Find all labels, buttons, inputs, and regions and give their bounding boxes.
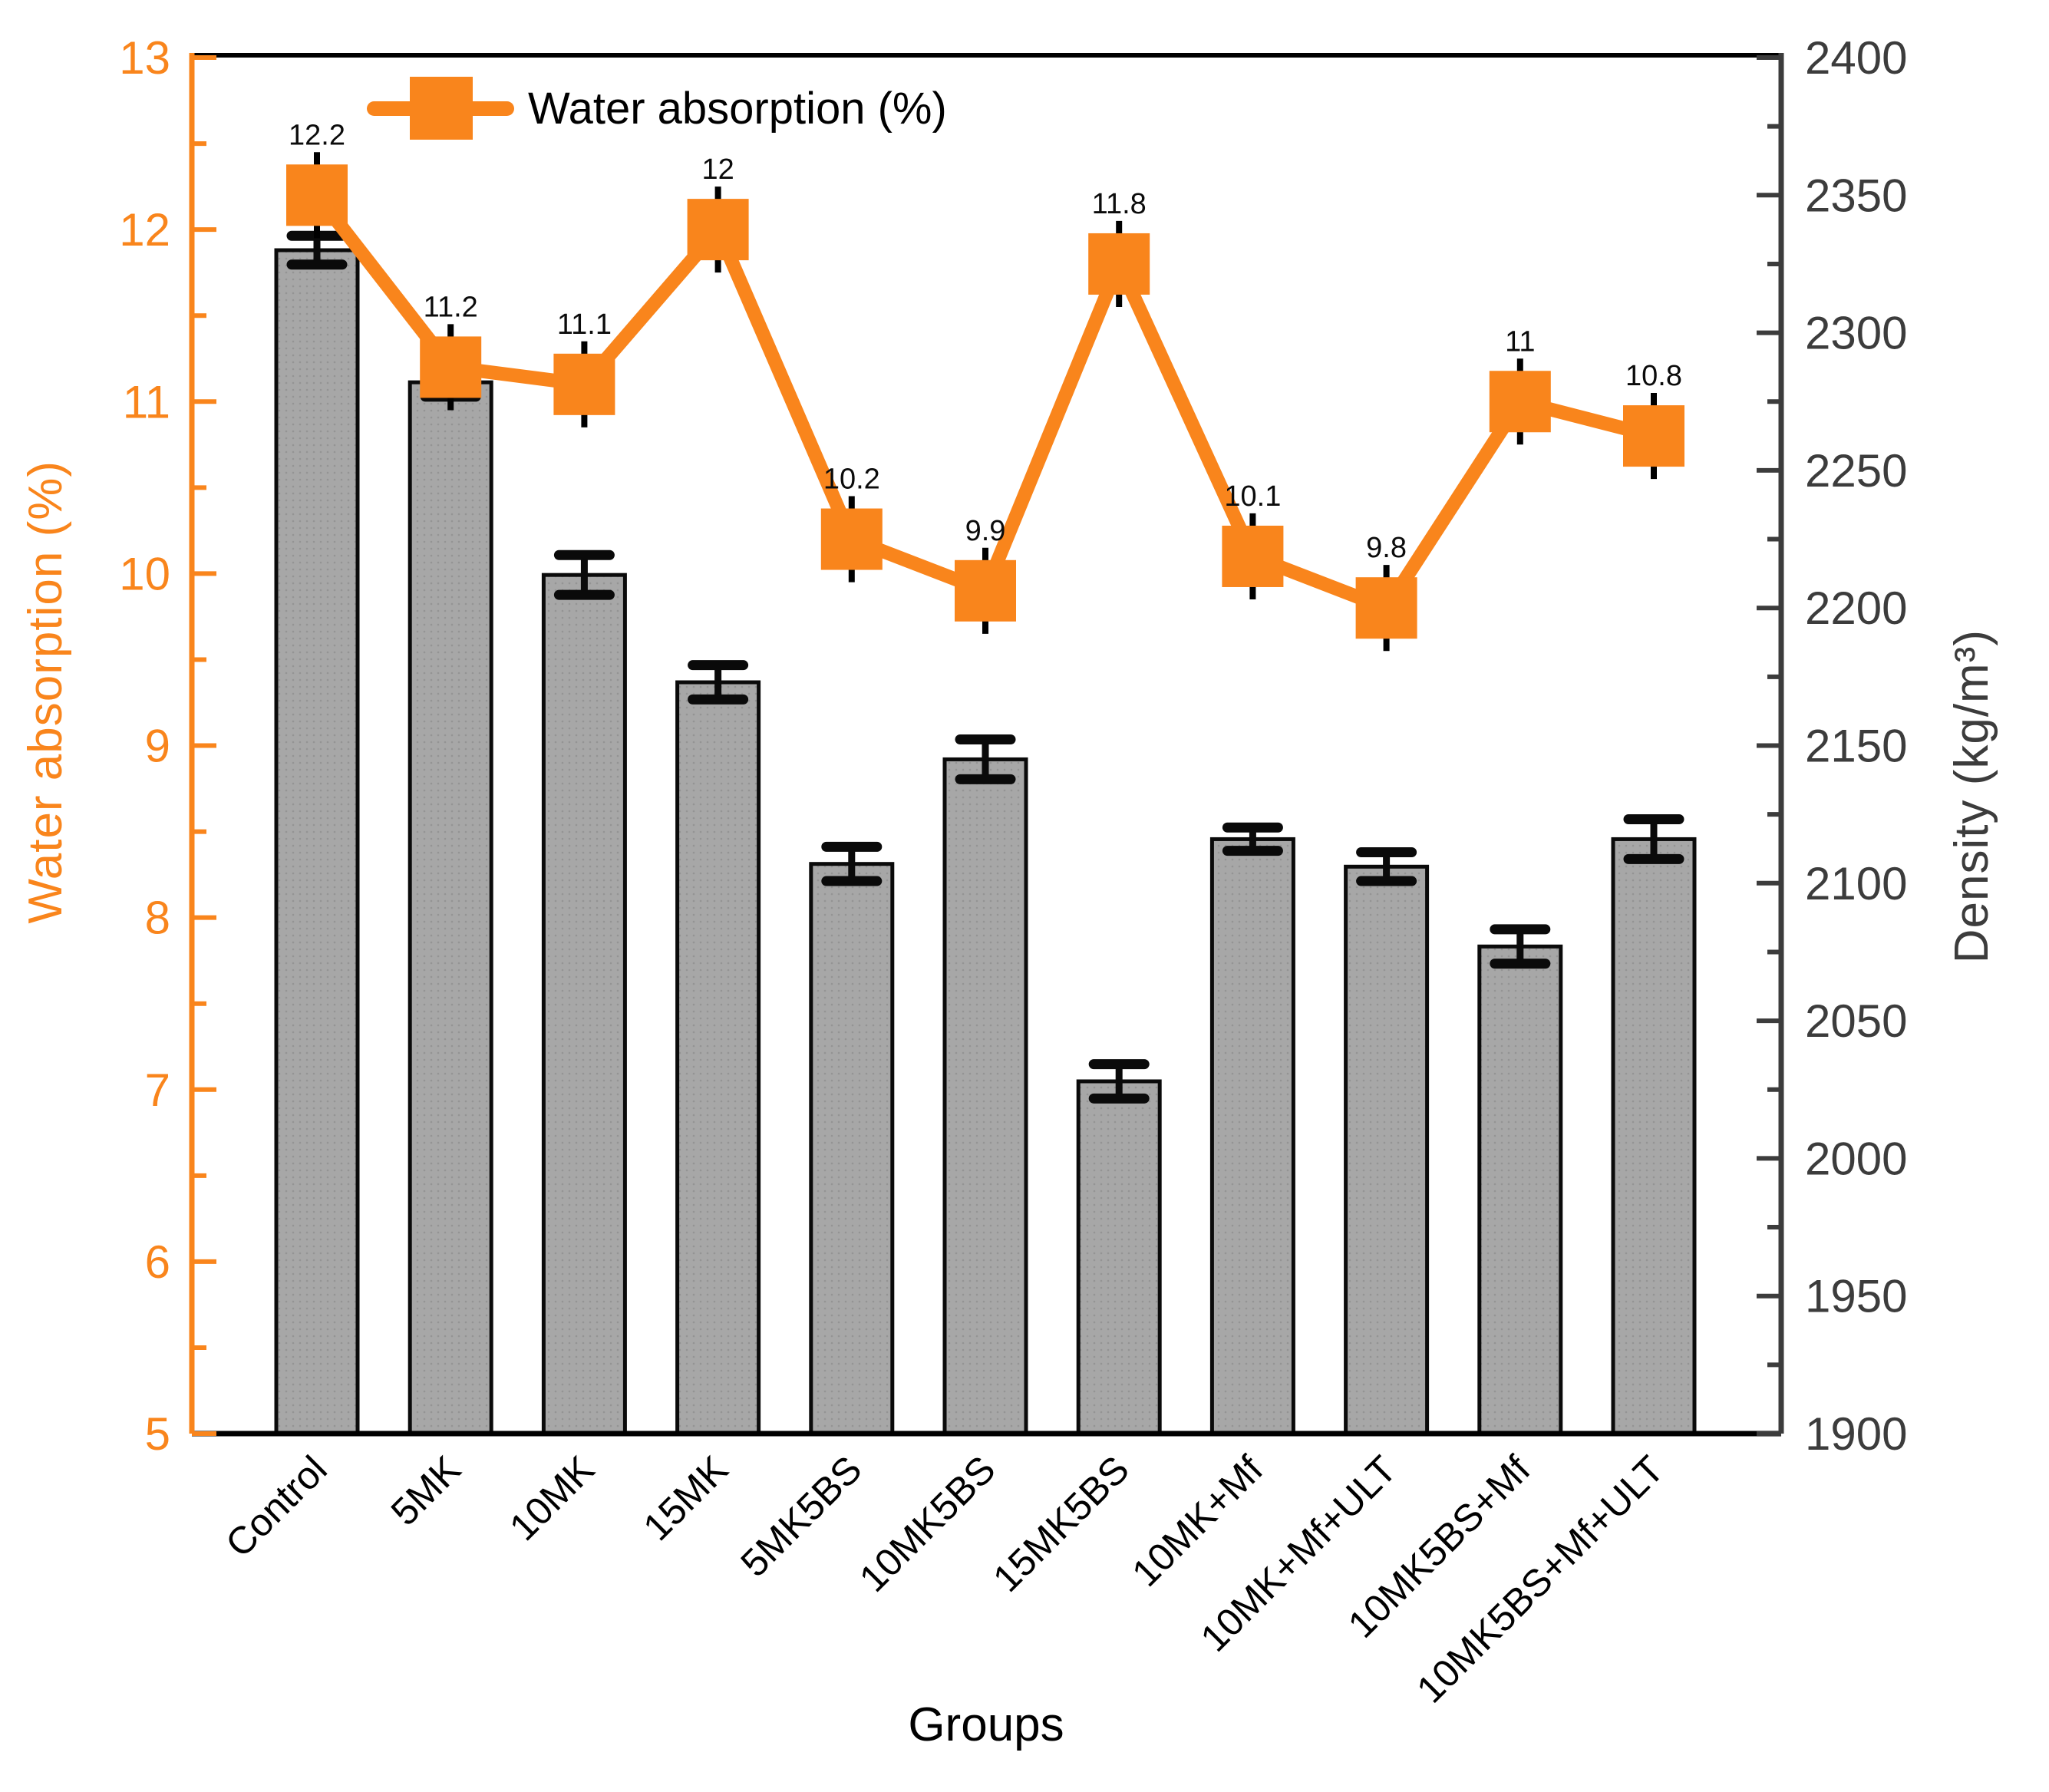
left-tick-label: 10 <box>119 548 170 599</box>
density-bar <box>942 757 1028 1436</box>
right-tick-label: 2400 <box>1805 32 1907 84</box>
water-absorption-marker-icon <box>955 559 1016 622</box>
data-label: 11.1 <box>557 309 612 341</box>
right-tick-label: 1950 <box>1805 1271 1907 1322</box>
water-absorption-marker-icon <box>820 508 883 570</box>
right-tick-label: 1900 <box>1805 1408 1907 1460</box>
data-label: 11.8 <box>1092 188 1147 220</box>
x-tick-label: 15MK <box>635 1447 736 1549</box>
water-absorption-marker-icon <box>1623 405 1684 467</box>
left-tick-label: 9 <box>145 721 170 772</box>
density-bar <box>1076 1079 1162 1436</box>
left-tick-label: 13 <box>119 32 170 84</box>
water-absorption-marker-icon <box>687 199 749 261</box>
left-axis-title: Water absorption (%) <box>19 460 72 924</box>
x-tick-label: 5MK5BS <box>732 1447 869 1585</box>
density-bar <box>541 573 627 1436</box>
left-tick-label: 11 <box>123 376 170 427</box>
water-absorption-marker-icon <box>420 336 482 398</box>
data-label: 10.2 <box>823 464 880 496</box>
water-absorption-marker-icon <box>1489 371 1551 433</box>
right-tick-label: 2050 <box>1805 995 1907 1047</box>
water-absorption-marker-icon <box>553 353 615 415</box>
right-tick-label: 2100 <box>1805 858 1907 909</box>
x-tick-label: 15MK5BS <box>985 1447 1137 1600</box>
x-axis-title: Groups <box>908 1698 1064 1751</box>
density-bar <box>809 862 895 1436</box>
x-tick-label: Control <box>217 1447 335 1566</box>
data-label: 11.2 <box>424 291 478 323</box>
water-absorption-marker-icon <box>286 164 348 226</box>
left-tick-label: 8 <box>145 893 170 944</box>
data-label: 9.9 <box>965 515 1006 547</box>
legend: Water absorption (%) <box>367 77 947 140</box>
data-label: 12 <box>701 153 734 186</box>
density-bar <box>1477 944 1563 1436</box>
density-bar <box>1611 837 1697 1436</box>
right-tick-label: 2150 <box>1805 721 1907 772</box>
density-bar <box>1209 837 1295 1436</box>
right-tick-label: 2250 <box>1805 445 1907 497</box>
density-bar <box>274 248 360 1436</box>
water-absorption-marker-icon <box>1355 577 1417 639</box>
x-tick-label: 10MK5BS+Mf+ULT <box>1408 1447 1672 1711</box>
right-axis-title: Density (kg/m³) <box>1945 629 1998 964</box>
data-label: 9.8 <box>1366 532 1407 564</box>
data-label: 12.2 <box>289 119 345 151</box>
right-tick-label: 2000 <box>1805 1133 1907 1184</box>
x-tick-label: 5MK <box>383 1447 469 1533</box>
data-label: 10.8 <box>1625 360 1682 392</box>
density-bar <box>407 380 493 1436</box>
left-tick-label: 6 <box>145 1236 170 1288</box>
left-tick-label: 5 <box>145 1408 170 1460</box>
density-bar <box>1344 864 1430 1436</box>
data-label: 10.1 <box>1224 480 1281 513</box>
density-bar <box>675 680 761 1436</box>
data-label: 11 <box>1505 325 1535 358</box>
x-tick-label: 10MK5BS <box>851 1447 1004 1600</box>
legend-label: Water absorption (%) <box>528 83 947 134</box>
right-tick-label: 2200 <box>1805 582 1907 634</box>
water-absorption-marker-icon <box>1088 233 1150 295</box>
legend-square-icon <box>410 77 473 140</box>
x-tick-label: 10MK <box>501 1447 602 1549</box>
right-tick-label: 2350 <box>1805 170 1907 221</box>
water-absorption-marker-icon <box>1222 525 1284 587</box>
left-tick-label: 7 <box>145 1064 170 1116</box>
left-tick-label: 12 <box>119 204 170 256</box>
legend-water-absorption-marker-icon <box>367 77 514 140</box>
right-tick-label: 2300 <box>1805 308 1907 359</box>
